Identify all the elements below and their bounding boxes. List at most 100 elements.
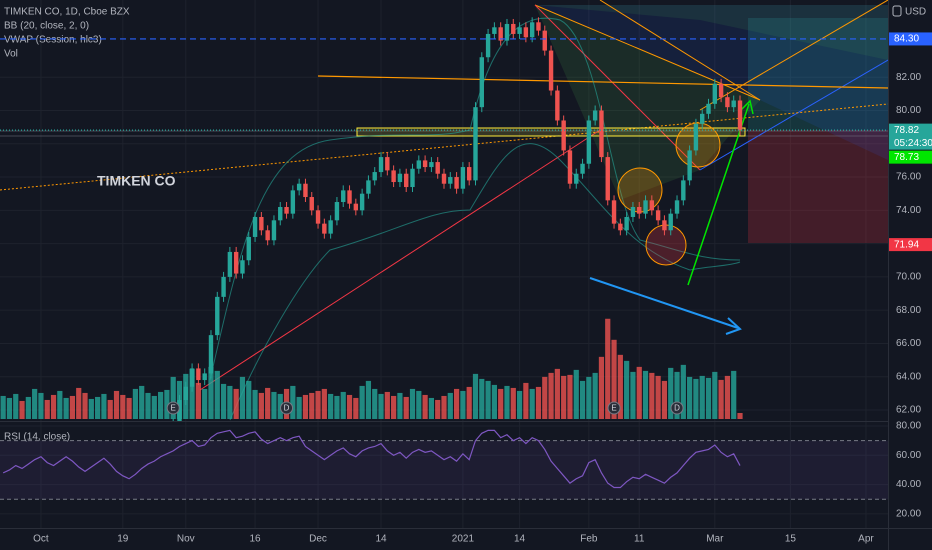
volume-bar <box>561 375 567 419</box>
volume-bar <box>145 392 151 419</box>
volume-bar <box>290 385 296 419</box>
candle-body <box>341 190 346 203</box>
volume-bar <box>246 380 252 419</box>
candle-body <box>290 190 296 214</box>
volume-bar <box>107 399 113 419</box>
volume-bar <box>573 369 579 419</box>
currency-label[interactable]: USD <box>905 7 926 18</box>
volume-bar <box>579 380 586 419</box>
x-tick-label: Dec <box>309 534 327 545</box>
volume-bar <box>611 339 617 419</box>
candle-body <box>303 183 308 198</box>
rsi-band-fill <box>0 440 888 500</box>
candle-body <box>637 207 642 214</box>
volume-bar <box>25 396 31 419</box>
volume-bar <box>265 387 271 419</box>
candle-body <box>221 276 226 297</box>
volume-bar <box>516 390 523 419</box>
x-tick-label: 15 <box>785 534 797 545</box>
candle-body <box>466 167 472 181</box>
candle-body <box>233 251 239 274</box>
volume-bar <box>220 383 227 419</box>
volume-bar <box>365 380 372 419</box>
support-zone <box>356 127 746 137</box>
volume-bar <box>353 397 359 419</box>
volume-bar <box>195 382 201 419</box>
rsi-line <box>2 429 741 489</box>
pitchfork-zone <box>535 5 888 160</box>
grid <box>0 0 888 528</box>
indicator-label: BB (20, close, 2, 0) <box>4 21 89 32</box>
x-tick-label: 14 <box>375 534 387 545</box>
pattern-circle <box>645 224 687 266</box>
arrow <box>687 103 750 286</box>
volume-bar <box>422 394 428 419</box>
rsi-tick-label: 60.00 <box>896 450 921 461</box>
volume-bar <box>649 372 655 419</box>
candle-body <box>334 202 340 221</box>
candle-body <box>737 100 743 131</box>
candle-body <box>611 200 617 224</box>
candle-body <box>460 167 466 189</box>
candle-body <box>397 173 403 183</box>
candle-body <box>504 23 510 41</box>
volume-bar <box>447 392 453 419</box>
volume-bar <box>296 396 302 419</box>
x-tick-label: 19 <box>117 534 129 545</box>
volume-bar <box>693 378 699 419</box>
candle-body <box>643 200 648 214</box>
volume-bar <box>82 392 88 419</box>
candle-body <box>681 180 686 201</box>
volume-bar <box>208 366 214 419</box>
volume-bar <box>731 370 737 419</box>
arrow-head <box>725 317 742 335</box>
volume-bar <box>38 392 44 419</box>
volume-bar <box>636 366 642 419</box>
volume-bar <box>227 385 233 419</box>
volume-bar <box>202 388 208 419</box>
candle-body <box>511 23 516 34</box>
event-marker <box>607 401 621 415</box>
volume-bar <box>391 395 397 419</box>
price-label: 78.82 <box>894 125 919 136</box>
candle-body <box>359 193 365 211</box>
watermark-label: TIMKEN CO <box>97 173 176 189</box>
volume-bar <box>510 387 516 419</box>
volume-bar <box>435 399 441 419</box>
candle-body <box>265 230 270 241</box>
x-tick-label: 14 <box>514 534 526 545</box>
candle-body <box>385 157 390 171</box>
drawings <box>0 0 888 421</box>
volume-bar <box>252 389 258 419</box>
candle-body <box>454 177 459 189</box>
bollinger-band <box>209 17 741 381</box>
candle-body <box>227 251 233 277</box>
volume-bar <box>630 371 636 419</box>
price-label: 78.73 <box>894 152 919 163</box>
candle-body <box>372 172 377 181</box>
x-tick-label: Feb <box>580 534 598 545</box>
volume-bar <box>485 380 491 419</box>
volume-bar <box>687 376 693 419</box>
volume-bar <box>498 388 504 419</box>
volume-bar <box>472 373 479 419</box>
candle-body <box>580 163 585 174</box>
volume-bar <box>76 387 82 419</box>
candle-body <box>328 220 333 234</box>
candle-body <box>309 197 314 211</box>
volume-bar <box>334 395 340 419</box>
volume-bar <box>13 393 19 419</box>
volume-bar <box>668 367 674 419</box>
volume-bar <box>359 385 365 419</box>
x-tick-label: Oct <box>33 534 49 545</box>
currency-icon[interactable] <box>892 5 902 17</box>
price-label-box <box>889 150 932 164</box>
candle-body <box>429 162 434 168</box>
candle-body <box>485 33 491 58</box>
candle-body <box>448 177 453 184</box>
x-tick-label: 11 <box>634 534 645 545</box>
candle-body <box>416 160 422 169</box>
candle-body <box>586 120 592 164</box>
